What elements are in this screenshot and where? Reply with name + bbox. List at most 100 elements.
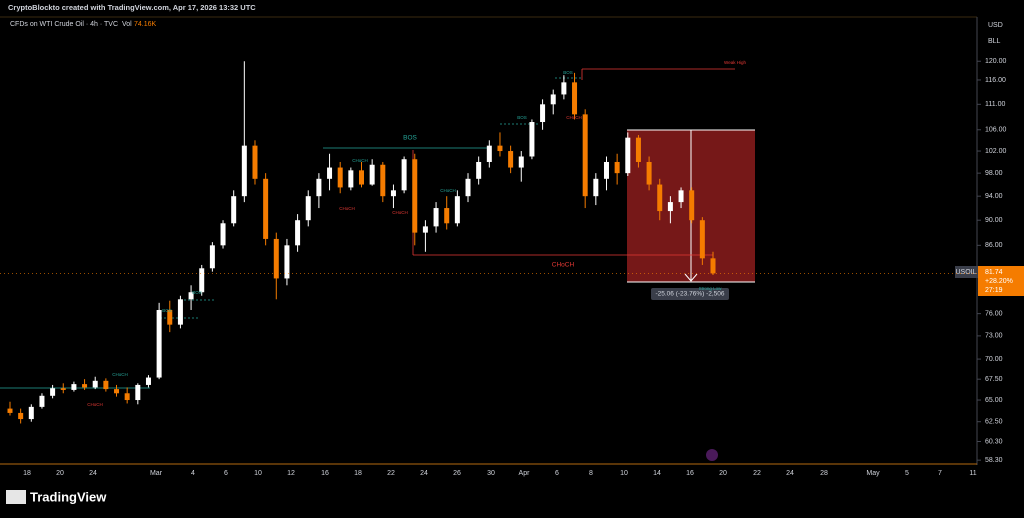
brand: TradingView bbox=[30, 489, 107, 504]
candle-body bbox=[92, 380, 98, 388]
candles bbox=[7, 61, 716, 424]
candle-body bbox=[540, 104, 546, 123]
y-tick-label: 65.00 bbox=[985, 397, 1003, 404]
price-tag-change: +28.20% bbox=[985, 278, 1013, 285]
candle-body bbox=[231, 196, 237, 224]
candle-body bbox=[348, 170, 354, 188]
y-tick-label: 60.30 bbox=[985, 438, 1003, 445]
x-tick-label: 16 bbox=[321, 470, 329, 477]
symbol-title: CFDs on WTI Crude Oil · 4h · TVC bbox=[10, 21, 118, 28]
price-tag-countdown: 27:19 bbox=[985, 287, 1003, 294]
candle-body bbox=[561, 82, 567, 95]
measure-arrowhead bbox=[684, 273, 698, 282]
x-tick-label: 18 bbox=[354, 470, 362, 477]
candle-body bbox=[156, 310, 162, 378]
x-tick-label: 10 bbox=[254, 470, 262, 477]
candle-body bbox=[209, 245, 215, 269]
x-tick-label: 28 bbox=[820, 470, 828, 477]
y-tick-label: 86.00 bbox=[985, 242, 1003, 249]
y-tick-label: 120.00 bbox=[985, 58, 1007, 65]
y-tick-label: 94.00 bbox=[985, 193, 1003, 200]
event-icon[interactable] bbox=[706, 449, 718, 461]
candle-body bbox=[359, 170, 364, 185]
candle-body bbox=[465, 178, 471, 197]
candle-body bbox=[177, 299, 183, 325]
candle-body bbox=[667, 202, 673, 212]
x-tick-label: Mar bbox=[150, 470, 163, 477]
candle-body bbox=[710, 258, 716, 274]
credit: CryptoBlockto created with TradingView.c… bbox=[8, 3, 256, 12]
y-tick-label: 58.30 bbox=[985, 457, 1003, 464]
candle-body bbox=[82, 384, 88, 388]
candle-body bbox=[646, 161, 652, 185]
y-tick-label: 73.00 bbox=[985, 333, 1003, 340]
x-tick-label: 5 bbox=[905, 470, 909, 477]
candle-body bbox=[593, 178, 599, 197]
candle-body bbox=[518, 156, 524, 168]
x-tick-label: May bbox=[866, 470, 880, 477]
candle-body bbox=[124, 393, 130, 401]
x-tick-label: 20 bbox=[719, 470, 727, 477]
candle-body bbox=[401, 159, 407, 191]
x-tick-label: 22 bbox=[753, 470, 761, 477]
candle-body bbox=[380, 164, 386, 197]
annotation: BOS bbox=[517, 115, 527, 120]
annotation: CHoCH bbox=[352, 158, 368, 163]
candle-body bbox=[433, 208, 439, 227]
candle-body bbox=[273, 238, 279, 279]
x-tick-label: Apr bbox=[519, 470, 531, 477]
annotation: Weak High bbox=[724, 60, 746, 65]
candle-body bbox=[699, 220, 705, 259]
x-tick-label: 10 bbox=[620, 470, 628, 477]
annotation: CHoCH bbox=[112, 372, 128, 377]
annotation: CHoCH bbox=[339, 206, 355, 211]
candle-body bbox=[422, 226, 428, 233]
candle-body bbox=[220, 223, 226, 246]
logo bbox=[6, 490, 26, 504]
y-tick-label: 111.00 bbox=[985, 101, 1005, 108]
candle-body bbox=[337, 167, 343, 188]
x-tick-label: 24 bbox=[420, 470, 428, 477]
candle-body bbox=[263, 178, 269, 239]
candle-body bbox=[60, 388, 66, 390]
x-tick-label: 6 bbox=[224, 470, 228, 477]
candle-body bbox=[71, 384, 77, 390]
candle-body bbox=[188, 292, 194, 300]
price-tag bbox=[978, 266, 1024, 296]
x-tick-label: 11 bbox=[969, 470, 976, 477]
volume-label: Vol bbox=[122, 21, 132, 28]
candle-body bbox=[497, 145, 503, 152]
candle-body bbox=[284, 245, 290, 279]
x-tick-label: 24 bbox=[786, 470, 794, 477]
candle-body bbox=[50, 388, 56, 396]
x-tick-label: 8 bbox=[589, 470, 593, 477]
annotation: CHoCH bbox=[87, 402, 103, 407]
candle-body bbox=[241, 145, 247, 197]
candle-body bbox=[316, 178, 322, 197]
annotation: BOS bbox=[192, 290, 202, 295]
candle-body bbox=[614, 161, 620, 174]
candle-body bbox=[252, 145, 258, 179]
candle-body bbox=[454, 196, 460, 224]
x-tick-label: 6 bbox=[555, 470, 559, 477]
candle-body bbox=[508, 151, 514, 168]
y-tick-label: 106.00 bbox=[985, 127, 1007, 134]
annotation: CHoCH bbox=[552, 262, 575, 269]
candle-body bbox=[28, 406, 34, 420]
candle-body bbox=[295, 220, 301, 246]
annotation: BOS bbox=[563, 70, 573, 75]
candle-body bbox=[635, 137, 641, 162]
candle-body bbox=[145, 377, 151, 385]
candle-body bbox=[199, 268, 205, 293]
x-tick-label: 12 bbox=[287, 470, 295, 477]
candle-body bbox=[689, 190, 695, 221]
structure-lines bbox=[0, 68, 735, 389]
candle-body bbox=[625, 137, 631, 174]
candle-body bbox=[603, 161, 609, 179]
symbol-tag-text: USOIL bbox=[955, 269, 976, 276]
candle-body bbox=[18, 412, 24, 420]
candle-body bbox=[114, 389, 120, 394]
measure-text: -25.06 (-23.76%) -2,506 bbox=[655, 291, 724, 298]
